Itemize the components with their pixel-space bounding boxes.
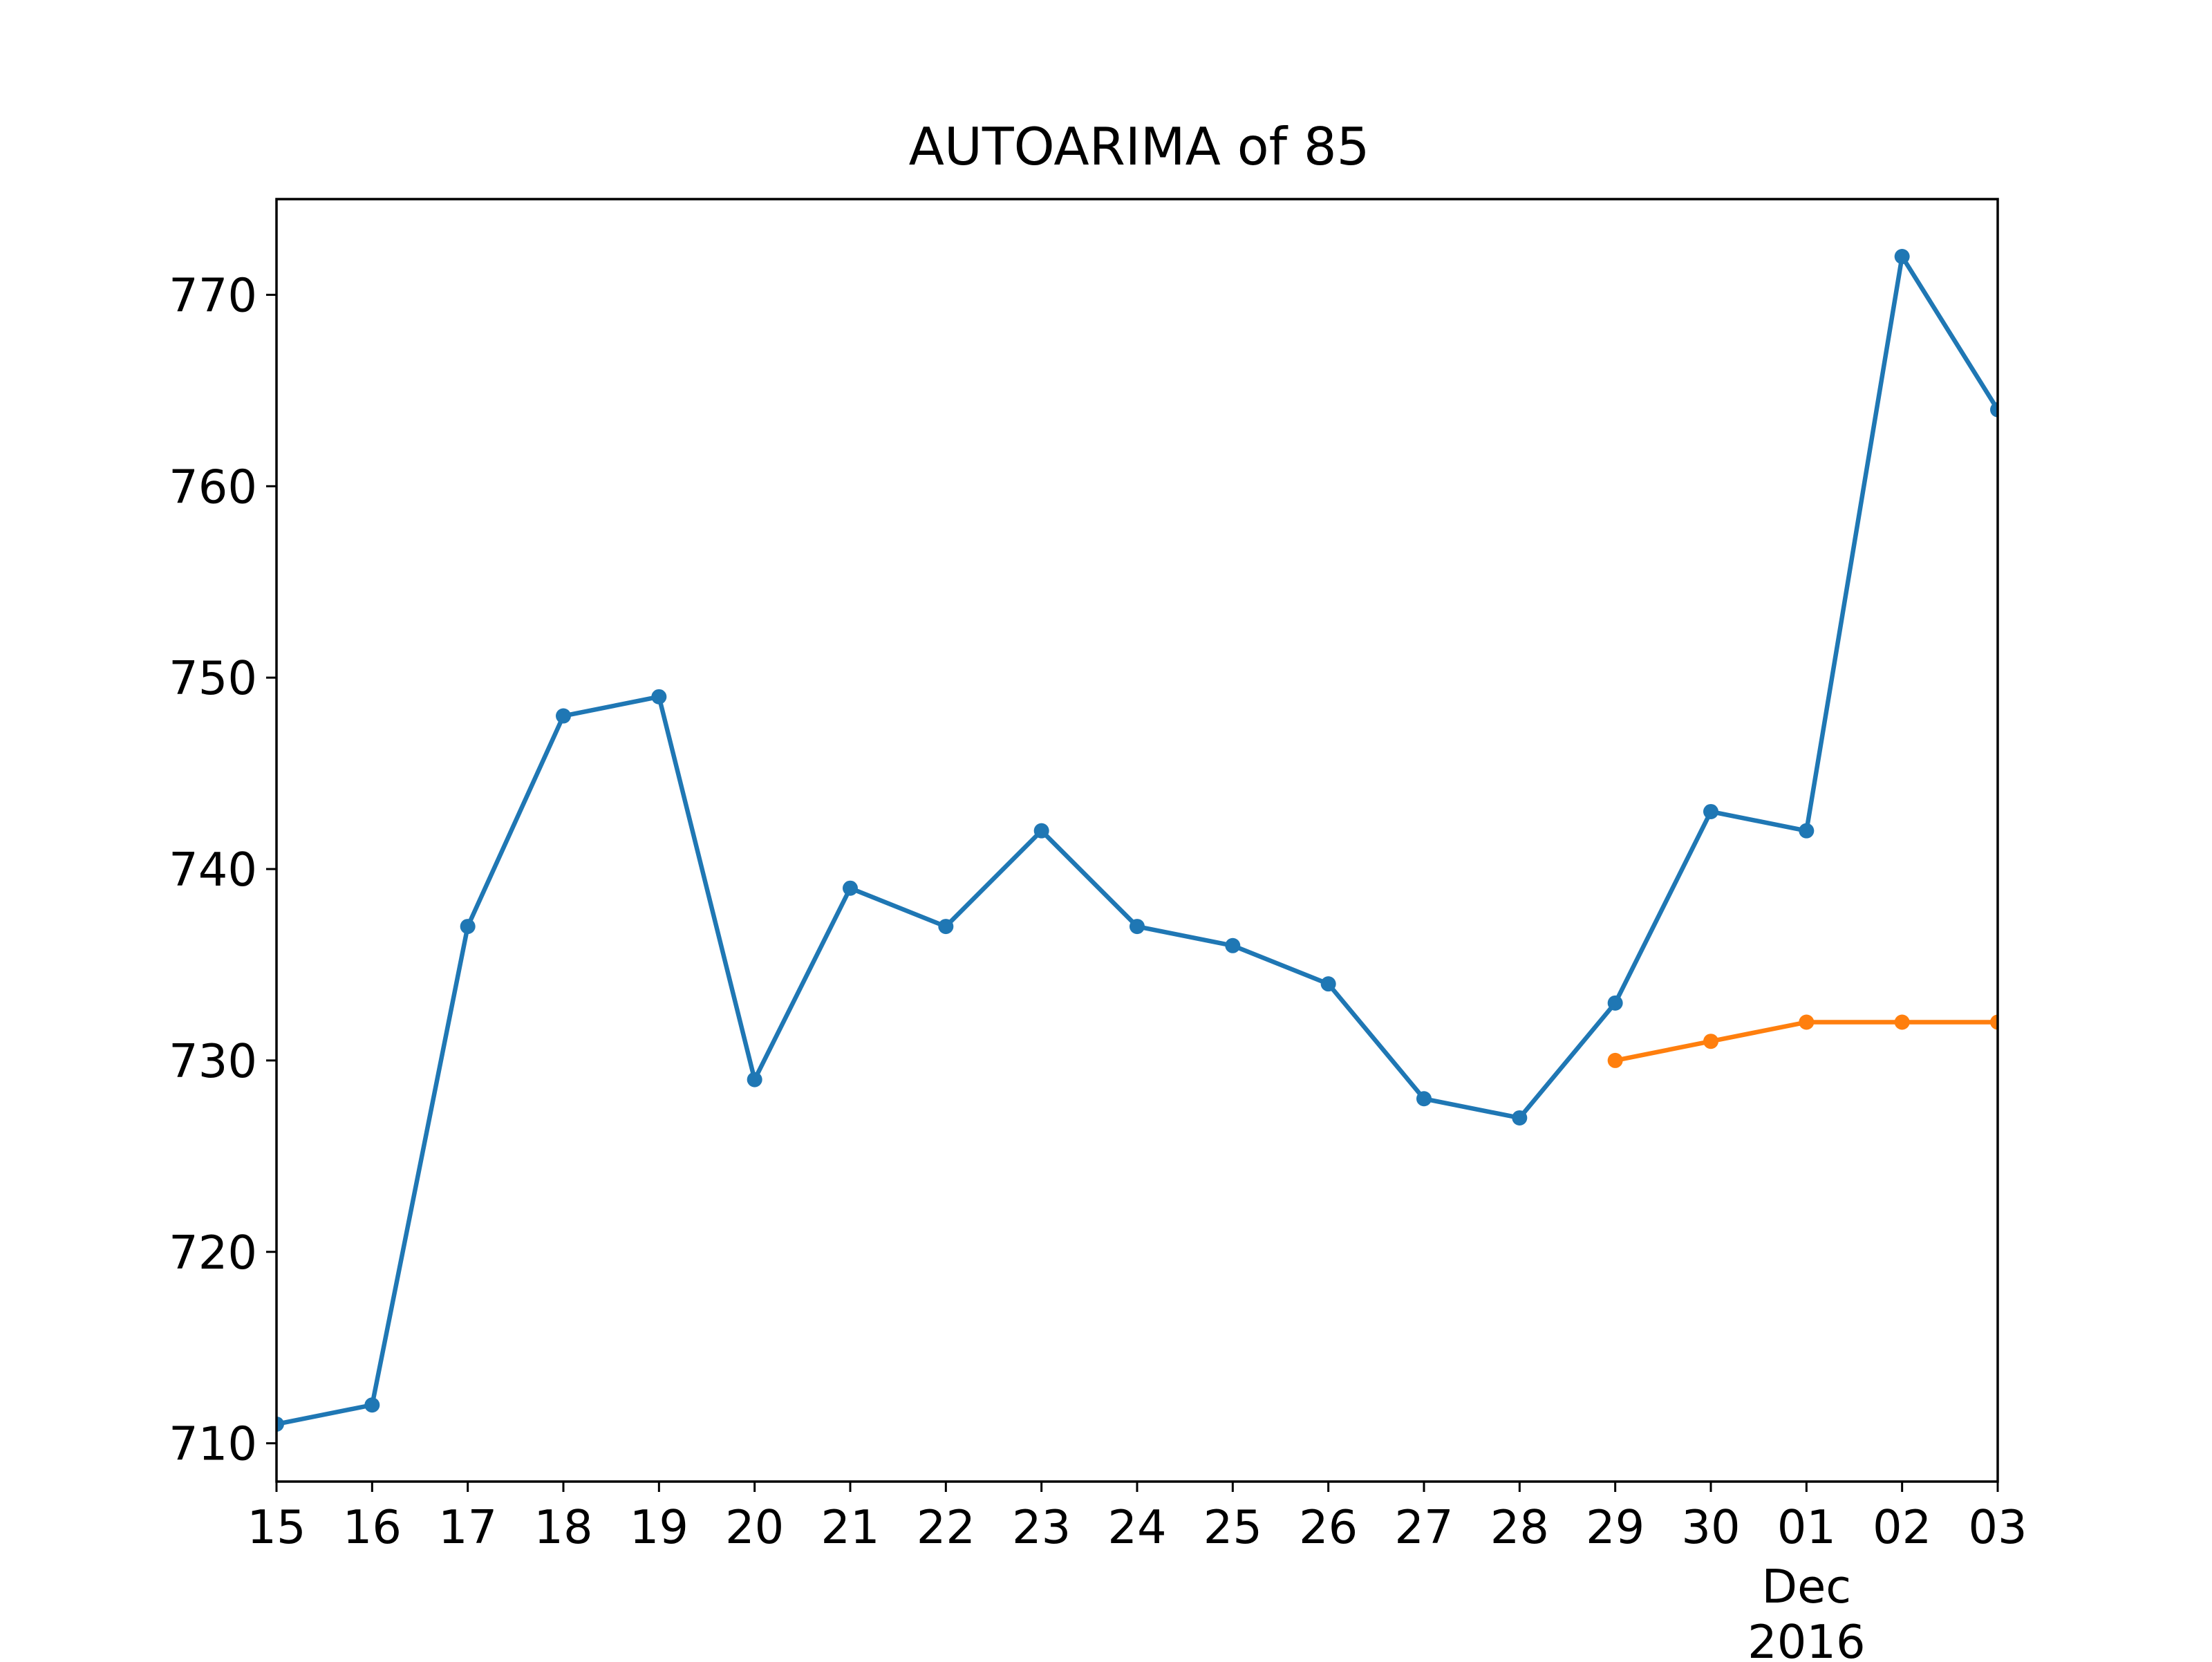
- x-tick-label: 21: [821, 1500, 879, 1554]
- y-tick-label: 710: [169, 1417, 257, 1471]
- x-tick-label: 03: [1968, 1500, 2027, 1554]
- x-tick-label: 01: [1777, 1500, 1836, 1554]
- series-1-point: [1416, 1091, 1432, 1107]
- x-tick-label: 30: [1681, 1500, 1740, 1554]
- axes-layer: 710 720 730 740 750 760 770 15 16 17 18 19 20 21 22 23 2…: [169, 198, 2027, 1662]
- series-1-point: [843, 880, 858, 896]
- x-tick-label: 18: [534, 1500, 592, 1554]
- series-1-point: [556, 708, 571, 724]
- series-2-point: [1799, 1014, 1815, 1030]
- chart-title: AUTOARIMA of 85: [909, 116, 1370, 177]
- series-1-point: [1990, 402, 1998, 418]
- series-1-point: [276, 1416, 284, 1432]
- series-1-point: [460, 919, 476, 935]
- series-1-point: [364, 1397, 380, 1413]
- x-tick-label: 22: [917, 1500, 975, 1554]
- x-tick-label: 25: [1203, 1500, 1262, 1554]
- series-1-point: [651, 689, 667, 704]
- x-tick-label: 23: [1012, 1500, 1071, 1554]
- y-tick-label: 740: [169, 843, 257, 897]
- series-1-point: [938, 919, 954, 935]
- series-1-point: [1703, 803, 1718, 819]
- x-tick-sublabel: 2016: [1747, 1615, 1866, 1659]
- series-1-point: [1799, 823, 1815, 839]
- y-tick-label: 720: [169, 1226, 257, 1280]
- x-tick-label: 02: [1873, 1500, 1931, 1554]
- y-tick-label: 760: [169, 460, 257, 514]
- x-tick-label: 15: [247, 1500, 306, 1554]
- series-1-point: [1033, 823, 1049, 839]
- series-1-point: [1512, 1110, 1528, 1126]
- series-1-point: [1225, 937, 1241, 953]
- y-tick-label: 750: [169, 651, 257, 705]
- series-2-point: [1703, 1034, 1718, 1049]
- x-tick-sublabel: Dec: [1762, 1560, 1852, 1614]
- series-1-point: [747, 1072, 762, 1087]
- x-tick-label: 24: [1107, 1500, 1166, 1554]
- series-2-point: [1894, 1014, 1910, 1030]
- x-tick-label: 19: [630, 1500, 688, 1554]
- x-tick-label: 17: [438, 1500, 497, 1554]
- y-tick-label: 770: [169, 268, 257, 322]
- series-layer: [276, 249, 1998, 1432]
- series-1-point: [1130, 919, 1145, 935]
- series-2-point: [1990, 1014, 1998, 1030]
- x-tick-label: 28: [1490, 1500, 1549, 1554]
- y-tick-label: 730: [169, 1034, 257, 1088]
- series-1-point: [1607, 995, 1623, 1011]
- x-tick-label: 16: [343, 1500, 402, 1554]
- series-2-point: [1607, 1052, 1623, 1068]
- x-tick-label: 20: [725, 1500, 784, 1554]
- series-1-point: [1894, 249, 1910, 265]
- series-1-point: [1320, 976, 1336, 992]
- x-tick-label: 29: [1586, 1500, 1644, 1554]
- x-tick-label: 27: [1394, 1500, 1453, 1554]
- x-tick-label: 26: [1299, 1500, 1358, 1554]
